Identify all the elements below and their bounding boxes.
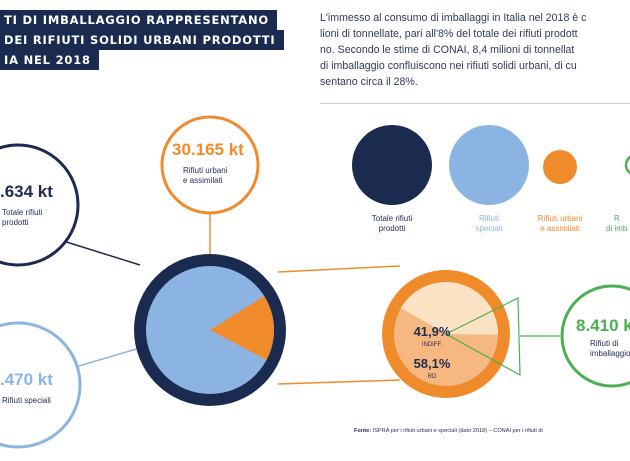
connector-total: [59, 239, 141, 266]
packaging-value: 8.410 k: [576, 316, 630, 335]
rd-label: RD: [428, 374, 437, 380]
rd-percentage: 58,1%: [414, 356, 451, 371]
legend-label-urban: Rifiuti urbani e assimilati: [537, 214, 583, 233]
legend-circle-total: [352, 125, 432, 205]
special-label: Rifiuti speciali: [2, 396, 51, 405]
total-label: Totale rifiuti prodotti: [2, 208, 43, 227]
bubble-special: [0, 321, 82, 449]
bubble-total: [0, 143, 80, 267]
indiff-percentage: 41,9%: [414, 324, 451, 339]
intro-line: lioni di tonnellate, pari all'8% del tot…: [320, 28, 578, 40]
intro-line: L'immesso al consumo di imballaggi in It…: [320, 12, 587, 24]
intro-line: di imballaggio confluiscono nei rifiuti …: [320, 60, 577, 72]
intro-line: no. Secondo le stime di CONAI, 8,4 milio…: [320, 44, 575, 56]
intro-paragraph: L'immesso al consumo di imballaggi in It…: [320, 10, 630, 90]
bubble-urban: [160, 115, 260, 215]
packaging-wedge: [444, 297, 521, 377]
legend-label-total: Totale rifiuti prodotti: [371, 214, 413, 233]
legend-circle-special: [449, 125, 529, 205]
indiff-label: INDIFF.: [422, 342, 443, 348]
source-note: Fonte: ISPRA per i rifiuti urbani e spec…: [354, 428, 543, 434]
intro-divider: [320, 103, 630, 104]
intro-line: sentano circa il 28%.: [320, 76, 418, 88]
connector-urban-pie: [277, 265, 401, 273]
legend-label-packaging: R di imb: [606, 214, 628, 233]
urban-value: 30.165 kt: [172, 140, 244, 159]
legend-label-special: Rifiuti speciali: [475, 214, 503, 233]
urban-waste-slice: [210, 296, 275, 361]
legend-circle-urban: [543, 150, 577, 184]
connector-urban-pie-bottom: [277, 379, 401, 385]
legend-circle-packaging: [624, 155, 630, 175]
packaging-label: Rifiuti di imballaggio: [590, 339, 630, 358]
title-line-3: IA NEL 2018: [0, 50, 99, 70]
title-line-1: TI DI IMBALLAGGIO RAPPRESENTANO: [0, 10, 277, 30]
total-value: .634 kt: [0, 182, 53, 201]
bubble-packaging: [560, 284, 630, 388]
urban-label: Rifiuti urbani e assimilati: [183, 166, 228, 185]
title-line-2: DEI RIFIUTI SOLIDI URBANI PRODOTTI: [0, 30, 284, 50]
indiff-share-slice: [400, 282, 498, 335]
special-value: .470 kt: [0, 370, 53, 389]
